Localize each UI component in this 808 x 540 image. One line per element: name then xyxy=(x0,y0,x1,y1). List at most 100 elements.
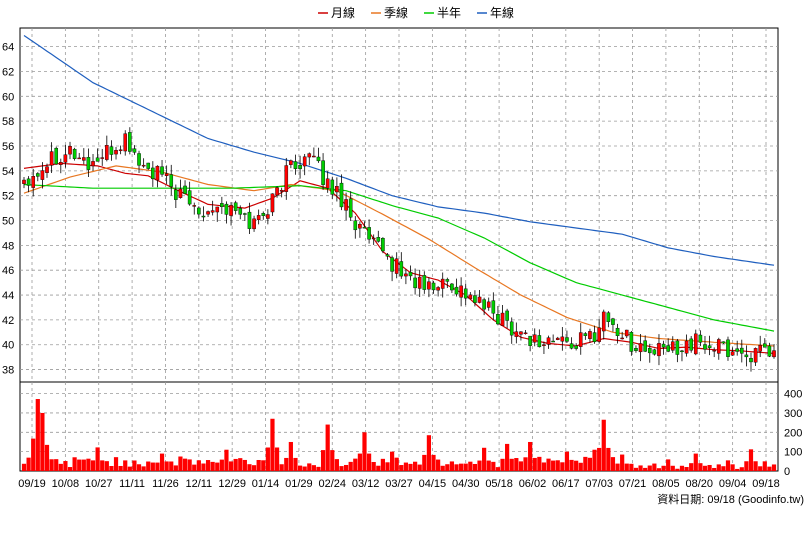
candle-down xyxy=(160,166,164,175)
volume-bar xyxy=(578,462,583,471)
date-tick-label: 06/02 xyxy=(519,478,547,490)
candle-up xyxy=(210,210,215,213)
volume-bar xyxy=(376,465,381,471)
volume-bar xyxy=(716,464,721,471)
candle-down xyxy=(298,164,302,170)
volume-bar xyxy=(274,447,280,471)
candle-up xyxy=(670,341,675,351)
candle-down xyxy=(703,344,707,350)
volume-bar xyxy=(242,459,247,471)
volume-bar xyxy=(698,463,703,471)
volume-bar xyxy=(394,457,399,471)
candle-down xyxy=(583,333,588,336)
volume-tick-label: 400 xyxy=(784,389,802,401)
volume-bar xyxy=(270,418,275,471)
volume-bar xyxy=(431,454,436,471)
volume-bar xyxy=(302,466,307,471)
volume-bar xyxy=(652,463,657,471)
volume-bar xyxy=(666,459,671,471)
volume-bar xyxy=(155,462,160,471)
candle-up xyxy=(105,145,109,160)
candle-down xyxy=(220,203,224,208)
date-tick-label: 01/14 xyxy=(252,478,280,490)
volume-bar xyxy=(606,447,611,471)
volume-bar xyxy=(297,465,303,471)
volume-tick-label: 0 xyxy=(784,466,790,478)
volume-bar xyxy=(482,447,487,471)
candle-up xyxy=(404,273,408,277)
candle-down xyxy=(54,147,59,165)
candle-down xyxy=(652,349,657,355)
candle-up xyxy=(693,333,698,355)
candle-up xyxy=(279,189,284,192)
candle-down xyxy=(422,275,427,290)
date-axis: 09/19 10/08 10/27 11/11 11/26 12/11 12/29 01/14… xyxy=(18,478,780,490)
volume-bar xyxy=(721,466,726,471)
volume-bar xyxy=(146,461,151,471)
candle-up xyxy=(500,312,505,326)
volume-tick-label: 100 xyxy=(784,447,802,459)
candle-up xyxy=(620,337,624,340)
candle-down xyxy=(293,161,298,169)
candle-down xyxy=(261,213,266,216)
date-tick-label: 03/27 xyxy=(385,478,413,490)
candle-up xyxy=(684,340,689,354)
volume-bar xyxy=(679,465,685,471)
candle-down xyxy=(629,331,634,352)
candle-up xyxy=(477,296,482,303)
volume-bar xyxy=(693,453,698,471)
volume-bar xyxy=(86,458,91,471)
candle-up xyxy=(312,155,316,158)
candle-down xyxy=(463,288,468,299)
candle-down xyxy=(381,238,385,252)
date-tick-label: 07/21 xyxy=(619,478,647,490)
volume-bar xyxy=(58,463,63,471)
candle-down xyxy=(316,156,321,162)
date-tick-label: 09/04 xyxy=(719,478,747,490)
volume-bar xyxy=(95,447,100,471)
volume-bar xyxy=(583,456,588,471)
candle-down xyxy=(721,341,726,344)
candle-down xyxy=(385,254,390,257)
candle-down xyxy=(353,220,358,231)
candle-up xyxy=(716,339,721,354)
candle-up xyxy=(427,281,431,290)
volume-bar xyxy=(164,461,169,471)
candle-up xyxy=(284,165,289,192)
volume-bar xyxy=(440,465,445,471)
volume-bar xyxy=(49,459,54,471)
candle-up xyxy=(229,205,233,216)
volume-bar xyxy=(463,463,468,471)
candle-up xyxy=(560,336,565,342)
volume-bar xyxy=(389,451,395,471)
candle-up xyxy=(192,205,197,207)
volume-bar xyxy=(735,468,740,471)
candle-down xyxy=(330,179,335,195)
volume-bar xyxy=(495,467,501,471)
candle-down xyxy=(224,203,229,215)
volume-bar xyxy=(63,461,68,471)
volume-bar xyxy=(187,459,192,471)
candle-up xyxy=(141,164,146,167)
candle-down xyxy=(565,337,569,342)
candle-down xyxy=(151,167,155,180)
candle-down xyxy=(128,132,132,152)
candle-down xyxy=(615,327,620,337)
candle-up xyxy=(59,162,63,165)
candle-up xyxy=(358,223,362,229)
candle-down xyxy=(735,348,739,352)
candle-up xyxy=(325,178,330,189)
legend-label-2: 半年 xyxy=(437,6,461,20)
candle-up xyxy=(519,331,523,335)
volume-bar xyxy=(261,460,266,471)
volume-bar xyxy=(486,460,491,471)
candle-down xyxy=(537,335,542,348)
volume-bar xyxy=(518,461,524,471)
candle-down xyxy=(749,358,753,363)
candle-down xyxy=(390,257,394,272)
candle-up xyxy=(77,157,82,160)
candle-up xyxy=(417,276,422,289)
candle-up xyxy=(542,344,546,346)
candle-up xyxy=(459,285,463,298)
volume-bar xyxy=(311,465,316,471)
